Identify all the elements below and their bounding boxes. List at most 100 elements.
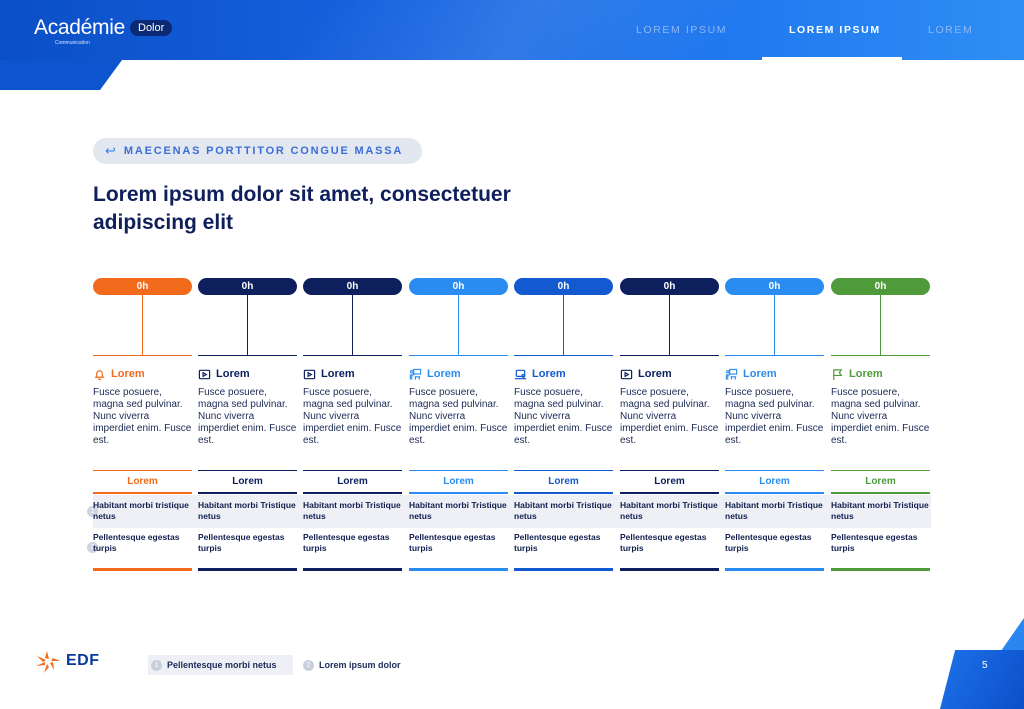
column-description: Fusce posuere, magna sed pulvinar. Nunc … xyxy=(831,387,930,446)
laptop-icon xyxy=(514,369,527,379)
legend-label: Pellentesque morbi netus xyxy=(167,660,277,670)
column-divider xyxy=(725,355,824,356)
column-separator xyxy=(725,470,824,471)
column-separator xyxy=(303,470,402,471)
column-divider xyxy=(620,355,719,356)
legend-number: 1 xyxy=(151,659,162,671)
row-2-cell: Pellentesque egestas turpis xyxy=(198,532,285,553)
timeline-column: 0h Lorem Fusce posuere, magna sed pulvin… xyxy=(831,278,930,578)
column-sub-label: Lorem xyxy=(337,476,368,487)
column-separator xyxy=(198,470,297,471)
legend-item-1: 1 Pellentesque morbi netus xyxy=(148,655,293,675)
section-tag-label: MAECENAS PORTTITOR CONGUE MASSA xyxy=(123,145,404,157)
timeline-column: 0h Lorem Fusce posuere, magna sed pulvin… xyxy=(725,278,824,578)
row-2-cell: Pellentesque egestas turpis xyxy=(93,532,180,553)
column-bottom-bar xyxy=(514,568,613,571)
row-2-cell: Pellentesque egestas turpis xyxy=(725,532,812,553)
column-description: Fusce posuere, magna sed pulvinar. Nunc … xyxy=(93,387,192,446)
row-2-cell: Pellentesque egestas turpis xyxy=(514,532,601,553)
column-bottom-bar xyxy=(831,568,930,571)
column-sub-label: Lorem xyxy=(865,476,896,487)
column-sub-label: Lorem xyxy=(548,476,579,487)
top-header: Académie Communication Dolor LOREM IPSUM… xyxy=(0,0,1024,60)
nav-item-3[interactable]: LOREM xyxy=(928,24,974,36)
timeline-column: 0h Lorem Fusce posuere, magna sed pulvin… xyxy=(514,278,613,578)
column-bottom-bar xyxy=(198,568,297,571)
column-heading-label: Lorem xyxy=(111,368,145,380)
column-heading-label: Lorem xyxy=(216,368,250,380)
column-bottom-bar xyxy=(725,568,824,571)
classroom-icon xyxy=(725,368,738,380)
timeline-connector xyxy=(563,295,564,355)
page-number: 5 xyxy=(982,660,988,671)
column-separator xyxy=(514,470,613,471)
column-description: Fusce posuere, magna sed pulvinar. Nunc … xyxy=(620,387,719,446)
footer-corner-decoration xyxy=(940,650,1024,709)
edf-logo: EDF xyxy=(34,648,100,674)
row-1-cell: Habitant morbi Tristique netus xyxy=(620,500,718,521)
column-divider xyxy=(514,355,613,356)
column-description: Fusce posuere, magna sed pulvinar. Nunc … xyxy=(303,387,402,446)
column-heading: Lorem xyxy=(725,366,777,382)
row-1-cell: Habitant morbi Tristique netus xyxy=(303,500,401,521)
legend-item-2: 2 Lorem ipsum dolor xyxy=(300,655,401,675)
column-description: Fusce posuere, magna sed pulvinar. Nunc … xyxy=(409,387,508,446)
row-1-cell: Habitant morbi Tristique netus xyxy=(514,500,612,521)
time-pill: 0h xyxy=(831,278,930,295)
row-2-cell: Pellentesque egestas turpis xyxy=(620,532,707,553)
row-number-2: 2 xyxy=(87,542,98,553)
column-heading: Lorem xyxy=(198,366,250,382)
column-heading-label: Lorem xyxy=(321,368,355,380)
time-pill: 0h xyxy=(725,278,824,295)
row-number-1: 1 xyxy=(87,506,98,517)
column-bottom-bar xyxy=(409,568,508,571)
return-arrow-icon: ↩ xyxy=(105,143,116,158)
column-sub-label: Lorem xyxy=(127,476,158,487)
academie-logo[interactable]: Académie xyxy=(34,16,125,39)
video-icon xyxy=(303,369,316,379)
row-1-cell: Habitant morbi Tristique netus xyxy=(198,500,296,521)
row-1-cell: Habitant morbi tristique netus xyxy=(93,500,189,521)
legend-label: Lorem ipsum dolor xyxy=(319,660,401,670)
row-2-cell: Pellentesque egestas turpis xyxy=(409,532,496,553)
column-description: Fusce posuere, magna sed pulvinar. Nunc … xyxy=(514,387,613,446)
legend-number: 2 xyxy=(303,659,314,671)
column-bottom-bar xyxy=(93,568,192,571)
header-tail-decoration xyxy=(0,60,122,90)
column-separator xyxy=(93,470,192,471)
column-description: Fusce posuere, magna sed pulvinar. Nunc … xyxy=(725,387,824,446)
column-separator xyxy=(620,470,719,471)
bell-icon xyxy=(94,369,105,380)
nav-item-2-active[interactable]: LOREM IPSUM xyxy=(789,24,881,36)
column-separator xyxy=(409,470,508,471)
time-pill: 0h xyxy=(303,278,402,295)
flag-icon xyxy=(833,368,843,380)
row-2-cell: Pellentesque egestas turpis xyxy=(303,532,390,553)
time-pill: 0h xyxy=(93,278,192,295)
column-divider xyxy=(198,355,297,356)
video-icon xyxy=(198,369,211,379)
column-separator xyxy=(831,470,930,471)
timeline-connector xyxy=(669,295,670,355)
column-bottom-bar xyxy=(620,568,719,571)
column-sub-label: Lorem xyxy=(232,476,263,487)
column-separator-2 xyxy=(620,492,719,494)
timeline-column: 0h Lorem Fusce posuere, magna sed pulvin… xyxy=(93,278,192,578)
logo-subtitle: Communication xyxy=(55,40,90,46)
column-heading: Lorem xyxy=(514,366,566,382)
column-heading: Lorem xyxy=(409,366,461,382)
column-heading-label: Lorem xyxy=(638,368,672,380)
time-pill: 0h xyxy=(514,278,613,295)
timeline-column: 0h Lorem Fusce posuere, magna sed pulvin… xyxy=(409,278,508,578)
video-icon xyxy=(620,369,633,379)
timeline-column: 0h Lorem Fusce posuere, magna sed pulvin… xyxy=(303,278,402,578)
column-heading: Lorem xyxy=(303,366,355,382)
timeline-column: 0h Lorem Fusce posuere, magna sed pulvin… xyxy=(620,278,719,578)
column-separator-2 xyxy=(198,492,297,494)
nav-item-1[interactable]: LOREM IPSUM xyxy=(636,24,728,36)
column-sub-label: Lorem xyxy=(443,476,474,487)
timeline-connector xyxy=(458,295,459,355)
row-1-cell: Habitant morbi Tristique netus xyxy=(725,500,823,521)
timeline-column: 0h Lorem Fusce posuere, magna sed pulvin… xyxy=(198,278,297,578)
column-description: Fusce posuere, magna sed pulvinar. Nunc … xyxy=(198,387,297,446)
